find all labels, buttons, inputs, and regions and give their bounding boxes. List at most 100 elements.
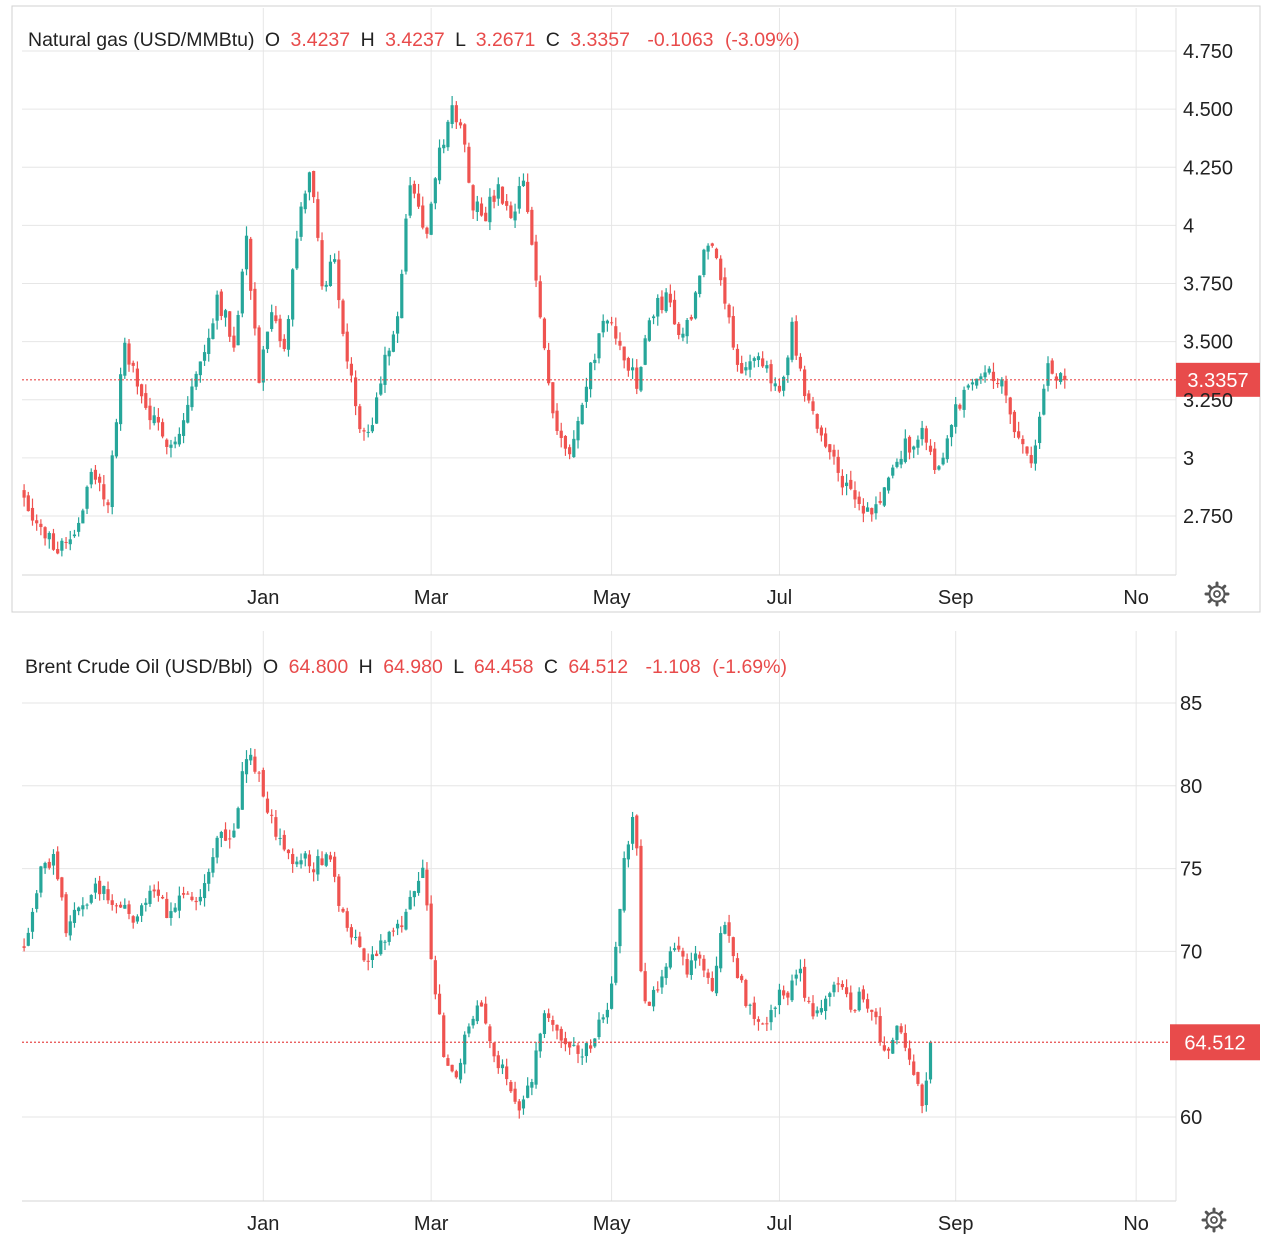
candle-body [77, 522, 81, 532]
candle-body [836, 456, 840, 473]
candle-body [727, 304, 731, 318]
candle-body [333, 259, 337, 262]
candle-body [618, 340, 622, 346]
candle-body [996, 383, 1000, 385]
candle-body [56, 549, 60, 554]
candle-body [43, 527, 47, 539]
candle-body [312, 170, 316, 198]
candle-body [412, 183, 416, 194]
candle-body [702, 249, 706, 276]
candle-body [173, 907, 177, 912]
candle-body [39, 866, 43, 893]
candle-body [387, 931, 391, 942]
candle-body [81, 905, 85, 910]
candle-body [714, 248, 719, 259]
candle-body [244, 235, 249, 270]
candle-body [907, 1048, 912, 1060]
gear-icon[interactable] [1204, 581, 1230, 607]
candle-body [664, 292, 668, 312]
candle-body [517, 1101, 521, 1111]
candle-body [945, 438, 949, 460]
candle-body [882, 487, 886, 506]
candle-body [291, 269, 295, 320]
x-tick-label: May [593, 587, 631, 609]
candle-body [337, 876, 341, 906]
candle-body [400, 273, 404, 319]
candle-body [454, 1071, 458, 1078]
y-tick-label: 2.750 [1183, 506, 1233, 528]
candle-body [93, 883, 98, 893]
candle-body [589, 362, 593, 390]
candle-body [689, 960, 693, 975]
candle-body [886, 477, 891, 491]
candle-body [647, 320, 651, 341]
candle-body [748, 1004, 752, 1006]
candle-body [731, 937, 735, 957]
candle-body [1046, 363, 1050, 386]
candle-body [530, 209, 534, 245]
candle-body [643, 971, 647, 1002]
gear-icon[interactable] [1201, 1207, 1227, 1233]
candle-body [22, 490, 26, 498]
candle-body [647, 1001, 651, 1006]
candle-body [131, 362, 135, 366]
candle-body [660, 296, 664, 311]
candle-body [383, 941, 387, 943]
candle-body [752, 358, 756, 361]
candle-body [362, 948, 366, 961]
candle-body [563, 1038, 568, 1045]
candle-body [354, 936, 358, 938]
candle-body [119, 904, 123, 908]
candle-body [140, 384, 144, 397]
candle-body [35, 893, 39, 909]
y-tick-label: 60 [1180, 1107, 1202, 1129]
candle-body [316, 856, 320, 875]
x-tick-label: Mar [414, 587, 449, 609]
candle-body [899, 1026, 903, 1033]
y-tick-label: 3 [1183, 448, 1194, 470]
candle-body [706, 972, 710, 978]
candle-body [274, 817, 278, 837]
candle-body [47, 861, 51, 868]
candle-body [601, 320, 605, 333]
candle-body [198, 361, 202, 376]
candle-body [572, 1044, 576, 1046]
candle-body [605, 1009, 609, 1018]
candle-body [349, 363, 354, 376]
candle-body [630, 367, 635, 371]
candle-body [844, 987, 849, 995]
candle-body [559, 430, 563, 438]
candle-body [656, 297, 660, 317]
candle-body [853, 490, 857, 500]
candle-body [475, 201, 479, 212]
candle-body [148, 405, 152, 421]
candle-body [534, 241, 538, 281]
candle-body [702, 958, 706, 971]
candle-body [735, 348, 740, 365]
candle-body [723, 277, 727, 304]
candle-body [30, 507, 35, 521]
candle-body [639, 845, 643, 972]
candle-body [710, 977, 714, 991]
candle-body [798, 356, 803, 369]
candle-body [609, 983, 614, 1009]
candle-body [840, 983, 844, 988]
candle-body [803, 966, 807, 998]
candle-body [635, 815, 639, 849]
candle-body [383, 354, 387, 385]
candle-body [517, 186, 521, 209]
candle-body [72, 534, 77, 537]
candle-body [765, 1023, 769, 1025]
candle-body [777, 385, 782, 392]
candle-body [551, 382, 555, 414]
candle-body [983, 372, 987, 378]
candle-body [907, 436, 912, 453]
candle-body [878, 501, 882, 503]
candle-body [668, 293, 672, 303]
candle-body [782, 990, 786, 996]
candle-body [790, 980, 794, 1001]
candle-body [547, 1013, 551, 1019]
candle-body [803, 369, 807, 397]
candle-body [299, 860, 303, 865]
candle-body [140, 905, 144, 916]
